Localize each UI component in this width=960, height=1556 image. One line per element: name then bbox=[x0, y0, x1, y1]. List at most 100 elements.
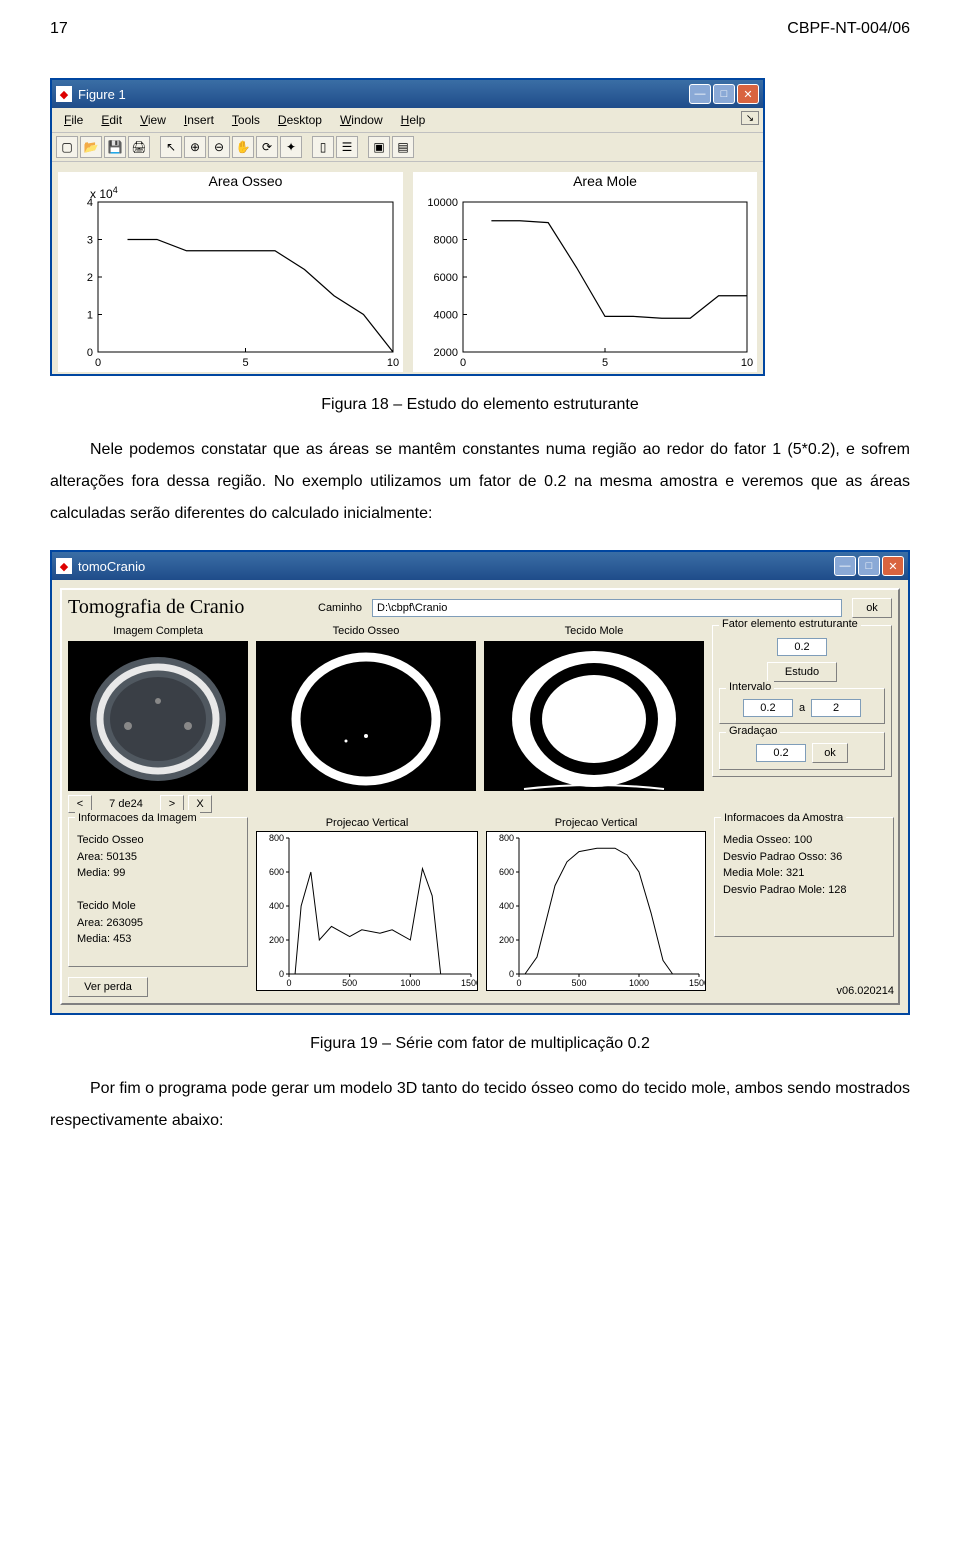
figure1-menubar: File Edit View Insert Tools Desktop Wind… bbox=[52, 108, 763, 133]
label-tecido-osseo: Tecido Osseo bbox=[256, 625, 476, 637]
proj1-label: Projecao Vertical bbox=[256, 817, 478, 829]
svg-text:1500: 1500 bbox=[689, 978, 705, 988]
svg-text:6000: 6000 bbox=[434, 272, 458, 284]
label-imagem-completa: Imagem Completa bbox=[68, 625, 248, 637]
path-label: Caminho bbox=[318, 602, 362, 614]
open-icon[interactable]: 📂 bbox=[80, 136, 102, 158]
new-figure-icon[interactable]: ▢ bbox=[56, 136, 78, 158]
plot-area-mole: Area Mole2000400060008000100000510 bbox=[413, 172, 757, 372]
svg-text:600: 600 bbox=[499, 867, 514, 877]
svg-text:3: 3 bbox=[87, 235, 93, 247]
fator-group-title: Fator elemento estruturante bbox=[719, 618, 861, 630]
svg-text:5: 5 bbox=[602, 357, 608, 369]
page-number: 17 bbox=[50, 20, 68, 38]
svg-text:800: 800 bbox=[269, 833, 284, 843]
minimize-button[interactable]: — bbox=[834, 556, 856, 576]
intervalo-to-input[interactable]: 2 bbox=[811, 699, 861, 717]
dock-icon[interactable]: ↘ bbox=[741, 111, 759, 125]
info-amostra-panel: Informacoes da Amostra Media Osseo: 100D… bbox=[714, 817, 894, 937]
info-amostra-title: Informacoes da Amostra bbox=[721, 810, 846, 827]
svg-text:1000: 1000 bbox=[400, 978, 420, 988]
rotate-icon[interactable]: ⟳ bbox=[256, 136, 278, 158]
matlab-icon: ◆ bbox=[56, 86, 72, 102]
body-paragraph-2: Por fim o programa pode gerar um modelo … bbox=[50, 1073, 910, 1137]
menu-edit[interactable]: Edit bbox=[93, 111, 130, 129]
version-label: v06.020214 bbox=[714, 985, 894, 997]
tomocranio-window: ◆ tomoCranio — □ ✕ Tomografia de Cranio … bbox=[50, 550, 910, 1015]
svg-text:2000: 2000 bbox=[434, 347, 458, 359]
pan-icon[interactable]: ✋ bbox=[232, 136, 254, 158]
menu-insert[interactable]: Insert bbox=[176, 111, 222, 129]
legend-icon[interactable]: ☰ bbox=[336, 136, 358, 158]
hide-plot-tools-icon[interactable]: ▣ bbox=[368, 136, 390, 158]
tomo-title: tomoCranio bbox=[78, 559, 834, 574]
svg-text:8000: 8000 bbox=[434, 235, 458, 247]
info-imagem-title: Informacoes da Imagem bbox=[75, 810, 200, 827]
fator-input[interactable]: 0.2 bbox=[777, 638, 827, 656]
figure1-titlebar[interactable]: ◆ Figure 1 — □ ✕ bbox=[52, 80, 763, 108]
fator-group: Fator elemento estruturante 0.2 Estudo I… bbox=[712, 625, 892, 777]
figure1-window: ◆ Figure 1 — □ ✕ File Edit View Insert T… bbox=[50, 78, 765, 376]
menu-tools[interactable]: Tools bbox=[224, 111, 268, 129]
figure19-caption: Figura 19 – Série com fator de multiplic… bbox=[50, 1035, 910, 1053]
info-imagem-panel: Informacoes da Imagem Tecido OsseoArea: … bbox=[68, 817, 248, 967]
svg-text:200: 200 bbox=[269, 935, 284, 945]
svg-text:1000: 1000 bbox=[629, 978, 649, 988]
svg-text:0: 0 bbox=[279, 969, 284, 979]
save-icon[interactable]: 💾 bbox=[104, 136, 126, 158]
path-input[interactable]: D:\cbpf\Cranio bbox=[372, 599, 842, 617]
svg-text:0: 0 bbox=[516, 978, 521, 988]
data-cursor-icon[interactable]: ✦ bbox=[280, 136, 302, 158]
close-button[interactable]: ✕ bbox=[737, 84, 759, 104]
label-tecido-mole: Tecido Mole bbox=[484, 625, 704, 637]
path-ok-button[interactable]: ok bbox=[852, 598, 892, 618]
tomo-titlebar[interactable]: ◆ tomoCranio — □ ✕ bbox=[52, 552, 908, 580]
image-mole bbox=[484, 641, 704, 791]
svg-text:Area Osseo: Area Osseo bbox=[209, 173, 283, 189]
plot-area-osseo: Area Osseox 104012340510 bbox=[58, 172, 403, 372]
svg-text:4000: 4000 bbox=[434, 310, 458, 322]
proj2-plot: 0200400600800050010001500 bbox=[486, 831, 706, 991]
show-plot-tools-icon[interactable]: ▤ bbox=[392, 136, 414, 158]
minimize-button[interactable]: — bbox=[689, 84, 711, 104]
body-paragraph-1: Nele podemos constatar que as áreas se m… bbox=[50, 434, 910, 530]
svg-text:10: 10 bbox=[741, 357, 753, 369]
image-osseo bbox=[256, 641, 476, 791]
svg-text:0: 0 bbox=[87, 347, 93, 359]
gradacao-input[interactable]: 0.2 bbox=[756, 744, 806, 762]
menu-help[interactable]: Help bbox=[393, 111, 434, 129]
menu-desktop[interactable]: Desktop bbox=[270, 111, 330, 129]
close-button[interactable]: ✕ bbox=[882, 556, 904, 576]
pointer-icon[interactable]: ↖ bbox=[160, 136, 182, 158]
matlab-icon: ◆ bbox=[56, 558, 72, 574]
svg-text:0: 0 bbox=[95, 357, 101, 369]
svg-text:500: 500 bbox=[571, 978, 586, 988]
svg-text:2: 2 bbox=[87, 272, 93, 284]
menu-window[interactable]: Window bbox=[332, 111, 391, 129]
gradacao-ok-button[interactable]: ok bbox=[812, 743, 848, 763]
menu-file[interactable]: File bbox=[56, 111, 91, 129]
svg-text:400: 400 bbox=[499, 901, 514, 911]
estudo-button[interactable]: Estudo bbox=[767, 662, 837, 682]
intervalo-from-input[interactable]: 0.2 bbox=[743, 699, 793, 717]
print-icon[interactable]: 🖨 bbox=[128, 136, 150, 158]
svg-text:5: 5 bbox=[242, 357, 248, 369]
maximize-button[interactable]: □ bbox=[713, 84, 735, 104]
svg-text:0: 0 bbox=[460, 357, 466, 369]
svg-text:500: 500 bbox=[342, 978, 357, 988]
zoom-in-icon[interactable]: ⊕ bbox=[184, 136, 206, 158]
proj1-plot: 0200400600800050010001500 bbox=[256, 831, 478, 991]
menu-view[interactable]: View bbox=[132, 111, 174, 129]
zoom-out-icon[interactable]: ⊖ bbox=[208, 136, 230, 158]
svg-text:0: 0 bbox=[509, 969, 514, 979]
svg-text:400: 400 bbox=[269, 901, 284, 911]
svg-text:200: 200 bbox=[499, 935, 514, 945]
tomo-main-title: Tomografia de Cranio bbox=[68, 596, 308, 619]
ver-perda-button[interactable]: Ver perda bbox=[68, 977, 148, 997]
gradacao-group-title: Gradaçao bbox=[726, 725, 780, 737]
figure1-title: Figure 1 bbox=[78, 87, 689, 102]
doc-id: CBPF-NT-004/06 bbox=[787, 20, 910, 38]
maximize-button[interactable]: □ bbox=[858, 556, 880, 576]
colorbar-icon[interactable]: ▯ bbox=[312, 136, 334, 158]
proj2-label: Projecao Vertical bbox=[486, 817, 706, 829]
